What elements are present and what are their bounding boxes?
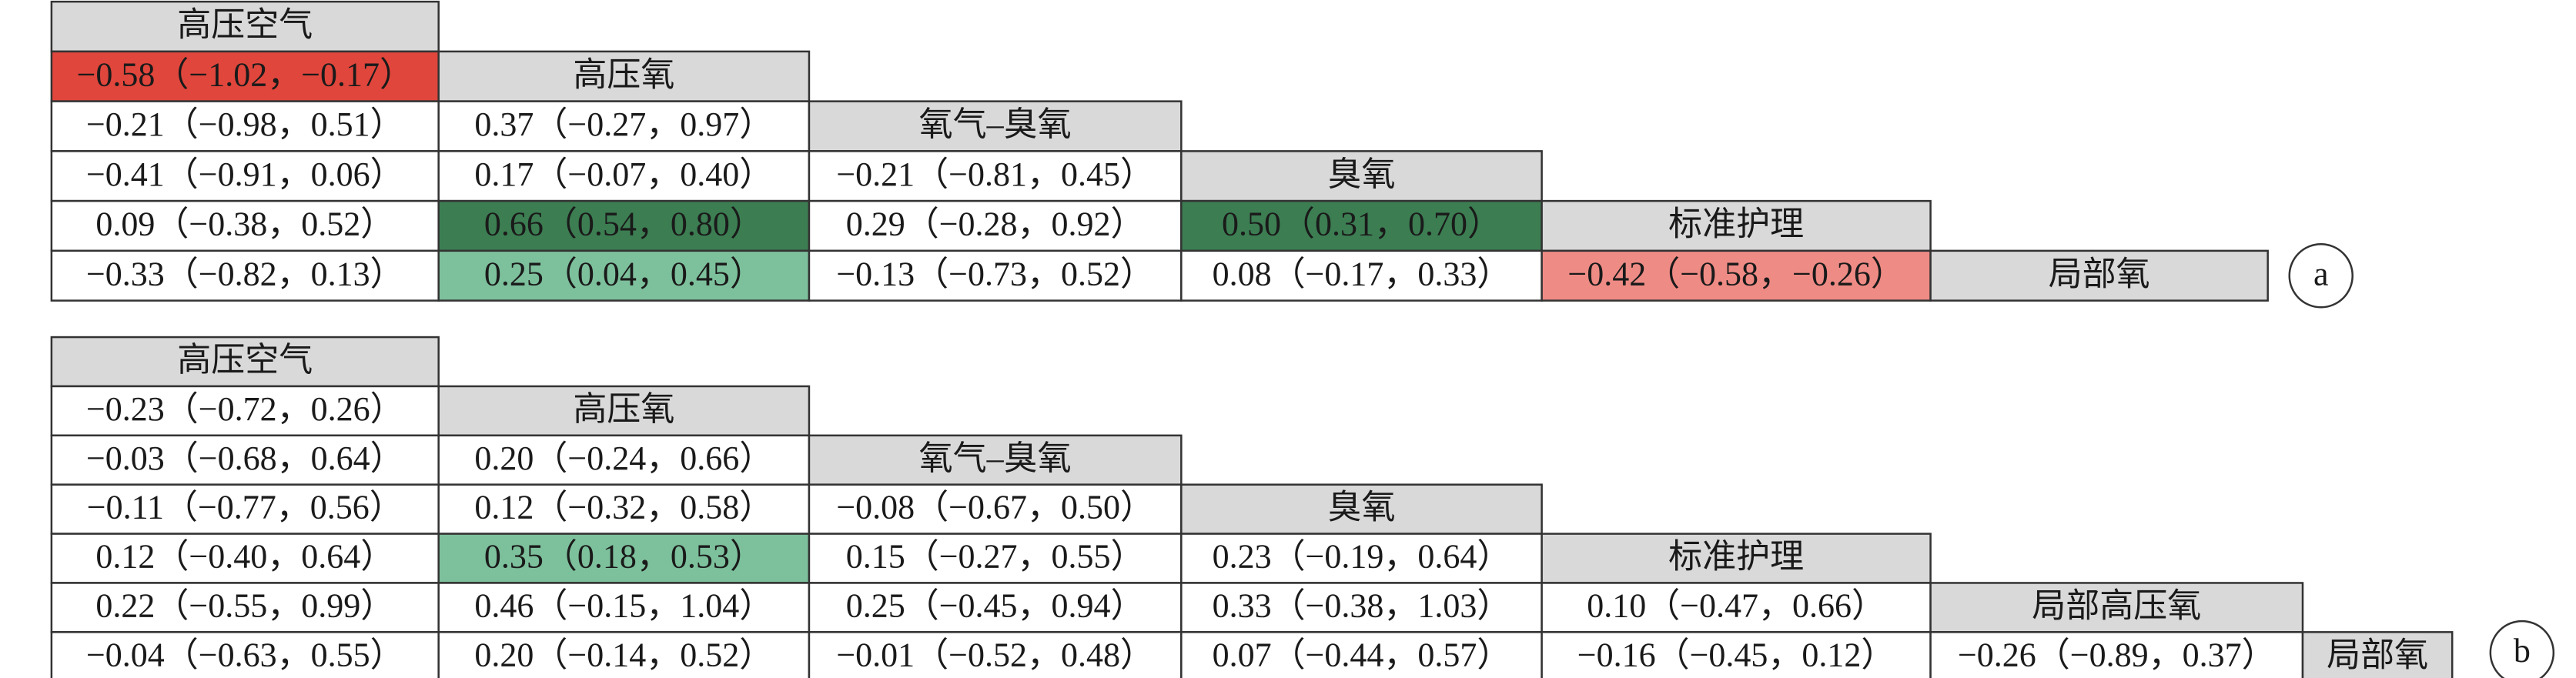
cell-text: 0.66（0.54，0.80）	[484, 205, 764, 243]
table-cell	[437, 483, 811, 535]
cell-text: −0.33（−0.82，0.13）	[86, 255, 404, 292]
cell-text: −0.58（−1.02，−0.17）	[77, 55, 413, 93]
table-cell	[437, 249, 811, 302]
cell-text: −0.13（−0.73，0.52）	[836, 255, 1154, 292]
table-cell	[1180, 249, 1543, 302]
cell-text: −0.04（−0.63，0.55）	[86, 636, 404, 673]
cell-text: −0.26（−0.89，0.37）	[1958, 636, 2276, 673]
header-cell	[1180, 150, 1543, 202]
cell-text: 0.10（−0.47，0.66）	[1587, 586, 1885, 624]
table-cell	[50, 533, 440, 584]
header-text: 高压氧	[573, 390, 674, 428]
panel-label-circle	[2489, 620, 2555, 678]
header-text: 臭氧	[1327, 489, 1395, 526]
cell-text: −0.11（−0.77，0.56）	[87, 489, 403, 526]
cell-text: −0.08（−0.67，0.50）	[836, 489, 1154, 526]
header-cell	[808, 434, 1183, 486]
cell-text: −0.41（−0.91，0.06）	[86, 155, 404, 193]
header-cell	[50, 0, 440, 53]
panel-label: b	[2514, 632, 2531, 670]
table-cell	[1180, 582, 1543, 633]
table-cell	[50, 385, 440, 437]
cell-text: 0.08（−0.17，0.33）	[1213, 255, 1511, 292]
cell-text: 0.33（−0.38，1.03）	[1213, 586, 1511, 624]
cell-text: −0.03（−0.68，0.64）	[86, 439, 404, 477]
table-cell	[1541, 249, 1932, 302]
header-text: 标准护理	[1668, 538, 1804, 576]
table-cell	[808, 582, 1183, 633]
cell-text: −0.21（−0.98，0.51）	[86, 105, 404, 143]
cell-text: 0.12（−0.32，0.58）	[474, 489, 773, 526]
header-text: 高压氧	[573, 55, 674, 93]
cell-text: 0.20（−0.14，0.52）	[474, 636, 773, 673]
header-cell	[1541, 533, 1932, 584]
cell-text: −0.16（−0.45，0.12）	[1577, 636, 1895, 673]
table-cell	[1180, 199, 1543, 252]
cell-text: 0.22（−0.55，0.99）	[95, 586, 394, 624]
table-cell	[808, 249, 1183, 302]
header-text: 局部高压氧	[2032, 586, 2201, 624]
header-cell	[2301, 631, 2454, 678]
table-cell	[808, 483, 1183, 535]
header-text: 高压空气	[177, 6, 313, 44]
table-cell	[1180, 533, 1543, 584]
header-cell	[1180, 483, 1543, 535]
cell-text: 0.23（−0.19，0.64）	[1213, 538, 1511, 576]
panel-label: a	[2313, 255, 2329, 292]
table-cell	[808, 631, 1183, 678]
cell-text: 0.07（−0.44，0.57）	[1213, 636, 1511, 673]
cell-text: 0.37（−0.27，0.97）	[474, 105, 773, 143]
table-cell	[437, 150, 811, 202]
cell-text: −0.42（−0.58，−0.26）	[1567, 255, 1904, 292]
header-text: 氧气–臭氧	[919, 105, 1072, 143]
cell-text: −0.21（−0.81，0.45）	[836, 155, 1154, 193]
table-cell	[50, 249, 440, 302]
cell-text: 0.15（−0.27，0.55）	[846, 538, 1145, 576]
table-cell	[50, 631, 440, 678]
header-text: 臭氧	[1327, 155, 1395, 193]
cell-text: 0.12（−0.40，0.64）	[95, 538, 394, 576]
header-text: 标准护理	[1668, 205, 1804, 243]
header-text: 局部氧	[2049, 255, 2150, 292]
header-cell	[808, 100, 1183, 152]
cell-text: 0.50（0.31，0.70）	[1222, 205, 1501, 243]
table-cell	[50, 50, 440, 102]
cell-text: 0.25（−0.45，0.94）	[846, 586, 1145, 624]
table-cell	[1541, 582, 1932, 633]
header-text: 局部氧	[2327, 636, 2428, 673]
cell-text: −0.01（−0.52，0.48）	[836, 636, 1154, 673]
table-cell	[437, 434, 811, 486]
cell-text: 0.25（0.04，0.45）	[484, 255, 764, 292]
header-text: 氧气–臭氧	[919, 439, 1072, 477]
cell-text: −0.23（−0.72，0.26）	[86, 390, 404, 428]
cell-text: 0.09（−0.38，0.52）	[95, 205, 394, 243]
header-cell	[1929, 249, 2269, 302]
table-cell	[1929, 631, 2304, 678]
cell-text: 0.46（−0.15，1.04）	[474, 586, 773, 624]
cell-text: 0.29（−0.28，0.92）	[846, 205, 1145, 243]
header-cell	[437, 385, 811, 437]
header-cell	[50, 336, 440, 388]
header-cell	[1929, 582, 2304, 633]
header-text: 高压空气	[177, 341, 313, 379]
table-cell	[1541, 631, 1932, 678]
cell-text: 0.35（0.18，0.53）	[484, 538, 764, 576]
header-cell	[437, 50, 811, 102]
cell-text: 0.17（−0.07，0.40）	[474, 155, 773, 193]
panel-label-circle	[2288, 242, 2354, 309]
cell-text: 0.20（−0.24，0.66）	[474, 439, 773, 477]
table-cell	[437, 199, 811, 252]
